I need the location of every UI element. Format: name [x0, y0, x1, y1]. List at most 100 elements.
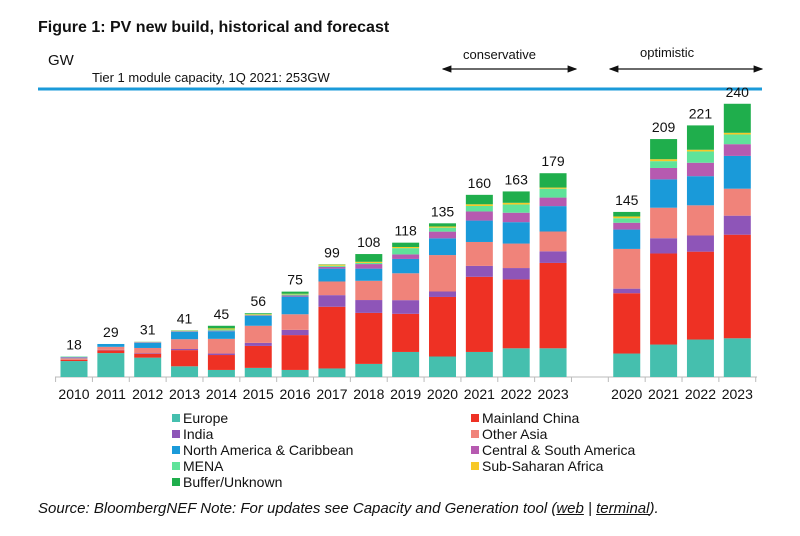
- bar-segment-buffer-unknown: [723, 103, 751, 133]
- legend-label: Central & South America: [482, 442, 636, 458]
- bar-segment-north-america-caribbean: [650, 179, 678, 208]
- bar-segment-central-south-america: [60, 357, 88, 358]
- bar-segment-india: [502, 268, 530, 280]
- bar-segment-india: [171, 348, 199, 351]
- bar-segment-mena: [207, 329, 235, 331]
- bar-segment-india: [539, 251, 567, 263]
- legend-item: MENA: [172, 458, 223, 474]
- bar-segment-other-asia: [613, 248, 641, 289]
- reference-line-label: Tier 1 module capacity, 1Q 2021: 253GW: [92, 70, 330, 85]
- x-tick-label: 2017: [316, 386, 347, 402]
- legend-swatch: [471, 414, 479, 422]
- bar-segment-central-south-america: [650, 167, 678, 180]
- bar-segment-other-asia: [318, 281, 346, 296]
- bar-segment-sub-saharan-africa: [429, 226, 456, 228]
- bar-segment-mena: [539, 188, 567, 198]
- bar-segment-north-america-caribbean: [281, 296, 309, 315]
- bar-segment-mena: [244, 314, 272, 316]
- bar-segment-central-south-america: [244, 315, 272, 316]
- legend-label: Europe: [183, 410, 229, 426]
- legend-item: North America & Caribbean: [172, 442, 353, 458]
- bar-segment-europe: [723, 338, 751, 377]
- bar-segment-india: [392, 300, 420, 314]
- bar-segment-central-south-america: [723, 144, 751, 156]
- bar-segment-mainland-china: [429, 296, 456, 357]
- bar-segment-sub-saharan-africa: [686, 149, 714, 152]
- bar-segment-mainland-china: [244, 345, 272, 368]
- bar-segment-buffer-unknown: [539, 173, 567, 188]
- bar-segment-buffer-unknown: [465, 194, 493, 205]
- bar-segment-mainland-china: [539, 262, 567, 349]
- bar-segment-europe: [429, 356, 456, 377]
- x-tick-label: 2014: [206, 386, 237, 402]
- x-tick-label: 2021: [464, 386, 495, 402]
- bar-segment-central-south-america: [281, 295, 309, 297]
- bar-segment-other-asia: [650, 207, 678, 239]
- bar-segment-europe: [60, 361, 88, 377]
- bar-segment-buffer-unknown: [429, 223, 456, 227]
- legend-swatch: [172, 446, 180, 454]
- legend-label: India: [183, 426, 214, 442]
- bar-total-label: 18: [66, 337, 82, 353]
- bar-segment-central-south-america: [613, 222, 641, 230]
- legend-swatch: [172, 478, 180, 486]
- bar-segment-mena: [502, 204, 530, 213]
- bar-segment-other-asia: [539, 231, 567, 252]
- bar-segment-mena: [355, 262, 383, 265]
- bar-segment-mena: [60, 356, 88, 358]
- bar-segment-sub-saharan-africa: [465, 204, 493, 207]
- terminal-link[interactable]: terminal: [596, 500, 650, 517]
- bar-segment-central-south-america: [686, 162, 714, 177]
- bar-segment-mainland-china: [392, 313, 420, 352]
- x-tick-label: 2022: [685, 386, 716, 402]
- group-label-conservative: conservative: [463, 47, 536, 62]
- group-label-optimistic: optimistic: [640, 45, 695, 60]
- bar-segment-mena: [171, 330, 199, 332]
- bar-segment-other-asia: [171, 339, 199, 349]
- bar-segment-buffer-unknown: [281, 291, 309, 294]
- bar-total-label: 179: [541, 153, 565, 169]
- bar-segment-buffer-unknown: [650, 139, 678, 160]
- bar-segment-sub-saharan-africa: [318, 264, 346, 266]
- bar-segment-india: [355, 300, 383, 313]
- bar-total-label: 75: [287, 272, 303, 288]
- bar-segment-mainland-china: [134, 353, 162, 358]
- bar-segment-north-america-caribbean: [134, 342, 162, 348]
- bar-segment-other-asia: [355, 280, 383, 301]
- legend-item: Buffer/Unknown: [172, 474, 282, 490]
- bar-segment-europe: [134, 357, 162, 377]
- legend-item: Europe: [172, 410, 228, 426]
- bar-segment-other-asia: [392, 273, 420, 301]
- bar-segment-sub-saharan-africa: [244, 314, 272, 315]
- legend-label: Other Asia: [482, 426, 548, 442]
- bar-segment-mena: [613, 218, 641, 223]
- bar-segment-buffer-unknown: [207, 325, 235, 329]
- legend-label: MENA: [183, 458, 224, 474]
- bar-segment-europe: [613, 353, 641, 377]
- bar-segment-sub-saharan-africa: [613, 216, 641, 219]
- bar-segment-other-asia: [244, 325, 272, 343]
- bar-segment-other-asia: [502, 243, 530, 269]
- bar-segment-central-south-america: [392, 254, 420, 259]
- legend-item: India: [172, 426, 213, 442]
- bar-segment-north-america-caribbean: [723, 155, 751, 189]
- bar-total-label: 221: [689, 105, 713, 121]
- bar-segment-other-asia: [207, 338, 235, 354]
- bar-segment-india: [465, 265, 493, 277]
- bar-segment-mainland-china: [207, 355, 235, 370]
- x-tick-label: 2019: [390, 386, 421, 402]
- bar-total-label: 45: [214, 306, 230, 322]
- bar-segment-europe: [171, 366, 199, 377]
- bar-segment-europe: [244, 367, 272, 377]
- source-text: Source: BloombergNEF Note: For updates s…: [38, 500, 557, 517]
- bar-total-label: 145: [615, 192, 639, 208]
- bar-segment-mena: [392, 248, 420, 255]
- bar-total-label: 163: [505, 171, 529, 187]
- legend-label: Mainland China: [482, 410, 580, 426]
- bar-segment-europe: [465, 351, 493, 377]
- y-axis-unit-label: GW: [48, 52, 74, 69]
- bar-segment-mena: [723, 134, 751, 145]
- source-note: Source: BloombergNEF Note: For updates s…: [38, 500, 659, 517]
- web-link[interactable]: web: [556, 500, 584, 517]
